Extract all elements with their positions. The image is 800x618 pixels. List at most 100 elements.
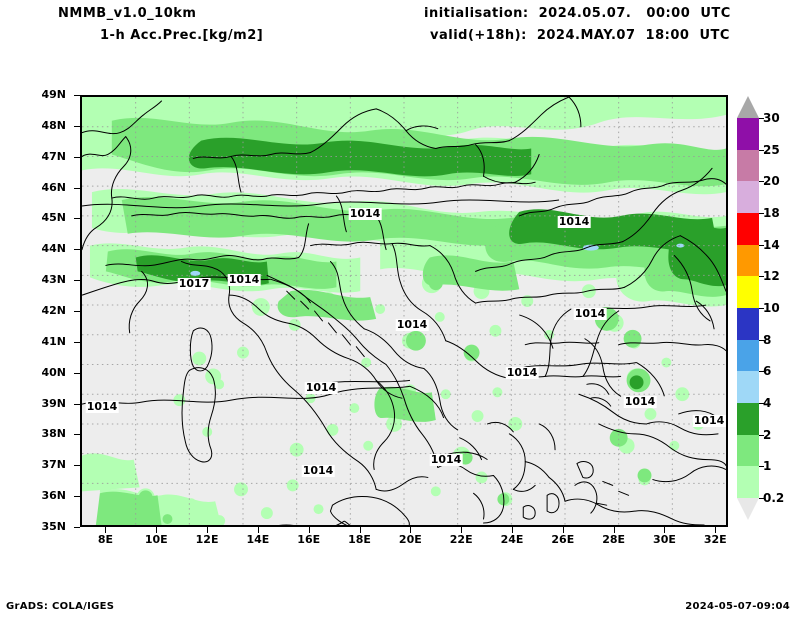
lon-tick-label: 14E (246, 533, 270, 546)
lon-tick-mark (512, 527, 513, 533)
lon-tick-mark (613, 527, 615, 533)
isobar-label: 1014 (85, 400, 119, 413)
lon-tick-mark (410, 527, 412, 533)
colorbar-band (737, 466, 759, 498)
lat-tick-mark (74, 372, 80, 374)
lat-tick-label: 48N (41, 118, 66, 132)
lon-tick-label: 12E (195, 533, 219, 546)
colorbar-band (737, 181, 759, 213)
initialisation-time: initialisation: 2024.05.07. 00:00 UTC (424, 6, 731, 21)
field-title: 1-h Acc.Prec.[kg/m2] (100, 28, 264, 43)
colorbar-tick-mark (759, 434, 764, 436)
lon-tick-label: 8E (97, 533, 113, 546)
colorbar-band (737, 213, 759, 245)
grads-credit: GrADS: COLA/IGES (6, 601, 115, 612)
lat-tick-label: 37N (41, 458, 66, 472)
lon-tick-label: 30E (653, 533, 676, 546)
isobar-label: 1014 (623, 395, 657, 408)
model-title: NMMB_v1.0_10km (58, 6, 197, 21)
lat-tick-label: 43N (41, 273, 66, 287)
lon-tick-label: 16E (297, 533, 321, 546)
lon-tick-mark (207, 527, 209, 533)
colorbar-band (737, 403, 759, 435)
isobar-label: 1014 (429, 453, 463, 466)
lat-tick-mark (74, 465, 80, 467)
colorbar-band (737, 308, 759, 340)
colorbar-band (737, 244, 759, 277)
colorbar-tick-label: 2 (763, 427, 772, 442)
lat-tick-mark (74, 125, 80, 127)
lon-tick-mark (715, 527, 717, 533)
lat-tick-label: 49N (41, 88, 66, 101)
generated-timestamp: 2024-05-07-09:04 (685, 601, 790, 612)
lat-tick-label: 46N (41, 180, 66, 194)
lon-tick-label: 18E (348, 533, 371, 546)
isobar-label: 1014 (557, 215, 591, 228)
lon-tick-label: 24E (500, 533, 524, 546)
lon-tick-mark (359, 527, 361, 533)
lat-tick-mark (74, 434, 80, 436)
lon-tick-mark (562, 527, 564, 533)
colorbar-tick-mark (759, 276, 764, 278)
isobar-label: 1014 (505, 366, 539, 379)
lat-tick-label: 38N (41, 427, 66, 441)
colorbar-band (737, 371, 759, 403)
colorbar-band (737, 434, 759, 467)
colorbar-tick-mark (759, 466, 764, 468)
colorbar-tick-label: 14 (763, 237, 780, 252)
colorbar-tick-label: 18 (763, 206, 780, 220)
colorbar-over-arrow (737, 96, 759, 118)
lon-tick-label: 28E (602, 533, 626, 546)
colorbar-tick-label: 30 (763, 111, 780, 125)
lon-tick-mark (257, 527, 259, 533)
isobar-label: 1014 (304, 381, 338, 394)
colorbar-tick-label: 6 (763, 364, 772, 379)
isobar-label: 1014 (573, 307, 607, 320)
lat-tick-mark (74, 403, 80, 405)
colorbar (737, 118, 759, 498)
lon-tick-label: 22E (449, 533, 473, 546)
colorbar-band (737, 276, 759, 308)
lat-tick-label: 42N (41, 304, 66, 317)
colorbar-tick-label: 10 (763, 301, 780, 315)
lon-tick-mark (156, 527, 158, 533)
isobar-label: 1014 (348, 207, 382, 220)
colorbar-tick-mark (759, 118, 764, 119)
map-gridlines (82, 97, 726, 525)
lat-tick-label: 47N (41, 149, 66, 163)
lat-tick-mark (74, 156, 80, 158)
lon-tick-label: 20E (398, 533, 422, 546)
lat-tick-mark (74, 249, 80, 251)
lon-tick-mark (664, 527, 666, 533)
lat-tick-label: 36N (41, 489, 66, 503)
lat-tick-label: 39N (41, 396, 66, 410)
lon-tick-mark (461, 527, 463, 533)
lat-tick-label: 45N (41, 211, 66, 225)
colorbar-tick-label: 1 (763, 459, 772, 474)
lon-tick-label: 26E (551, 533, 575, 546)
map-canvas (82, 97, 726, 525)
isobar-label: 1014 (692, 414, 726, 427)
isobar-label: 1014 (301, 464, 335, 477)
lat-tick-label: 40N (41, 365, 66, 379)
lon-tick-mark (105, 527, 107, 533)
colorbar-tick-label: 12 (763, 269, 780, 284)
lon-tick-mark (308, 527, 310, 533)
colorbar-tick-mark (759, 498, 764, 499)
lat-tick-label: 35N (41, 520, 66, 533)
colorbar-tick-label: 20 (763, 174, 780, 189)
colorbar-tick-label: 8 (763, 332, 772, 347)
colorbar-tick-mark (759, 244, 764, 246)
map-plot-area: 1017101410141014101110141014101410141014… (80, 95, 728, 527)
colorbar-tick-label: 0.2 (763, 491, 785, 505)
colorbar-band (737, 339, 759, 372)
valid-time: valid(+18h): 2024.MAY.07 18:00 UTC (430, 28, 730, 43)
colorbar-tick-label: 4 (763, 396, 772, 410)
colorbar-band (737, 118, 759, 150)
colorbar-band (737, 149, 759, 182)
isobar-label: 1017 (177, 277, 211, 290)
colorbar-tick-mark (759, 213, 764, 214)
lat-tick-mark (74, 280, 80, 282)
lat-tick-mark (74, 218, 80, 220)
lon-tick-label: 32E (703, 533, 727, 546)
